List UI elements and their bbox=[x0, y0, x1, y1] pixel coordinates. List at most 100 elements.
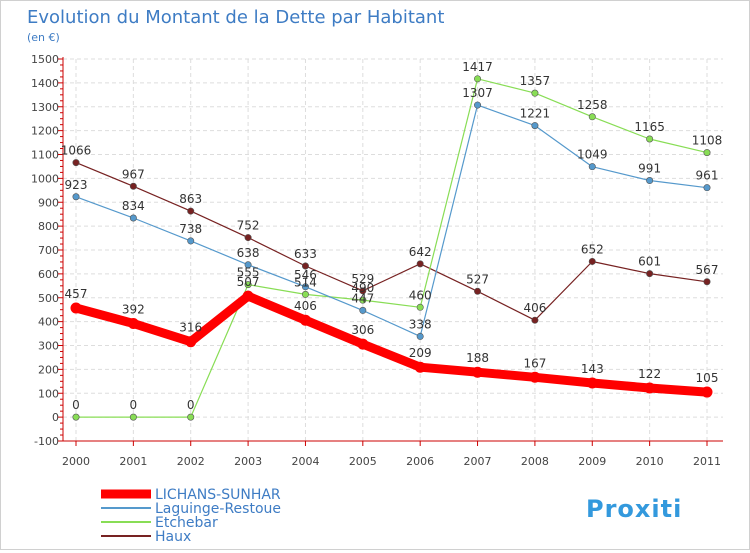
data-label: 490 bbox=[351, 281, 374, 295]
data-label: 642 bbox=[409, 245, 432, 259]
data-point bbox=[187, 413, 195, 421]
data-label: 167 bbox=[523, 356, 546, 370]
series-line-etchebar bbox=[75, 78, 708, 418]
data-label: 1049 bbox=[577, 148, 608, 162]
data-point bbox=[301, 290, 309, 298]
data-point bbox=[357, 338, 369, 350]
data-label: 863 bbox=[179, 192, 202, 206]
x-tick-label: 2005 bbox=[349, 455, 377, 468]
data-point bbox=[588, 113, 596, 121]
grid bbox=[63, 58, 723, 442]
data-point bbox=[646, 177, 654, 185]
data-point bbox=[414, 361, 426, 373]
data-label: 527 bbox=[466, 272, 489, 286]
brand-text: Proxiti bbox=[586, 495, 682, 523]
data-point bbox=[72, 159, 80, 167]
data-point bbox=[244, 261, 252, 269]
y-tick-label: 800 bbox=[38, 220, 59, 233]
data-point bbox=[646, 135, 654, 143]
data-label: 1165 bbox=[634, 120, 665, 134]
data-label: 1357 bbox=[520, 74, 551, 88]
data-point bbox=[703, 149, 711, 157]
data-point bbox=[244, 234, 252, 242]
data-label: 961 bbox=[696, 169, 719, 183]
data-point bbox=[242, 290, 254, 302]
data-point bbox=[701, 386, 713, 398]
data-point bbox=[646, 270, 654, 278]
chart-subtitle: (en €) bbox=[27, 31, 60, 44]
legend-label: Haux bbox=[155, 529, 191, 545]
data-label: 0 bbox=[130, 398, 138, 412]
data-point bbox=[474, 287, 482, 295]
data-point bbox=[185, 336, 197, 348]
data-point bbox=[474, 101, 482, 109]
data-label: 546 bbox=[294, 268, 317, 282]
data-label: 1221 bbox=[520, 107, 551, 121]
data-label: 601 bbox=[638, 255, 661, 269]
data-label: 1258 bbox=[577, 98, 608, 112]
data-label: 188 bbox=[466, 351, 489, 365]
data-point bbox=[129, 182, 137, 190]
data-label: 567 bbox=[696, 263, 719, 277]
data-label: 514 bbox=[294, 275, 317, 289]
data-point bbox=[644, 382, 656, 394]
y-tick-label: 400 bbox=[38, 316, 59, 329]
series-line-lichans-sunhar bbox=[71, 291, 712, 397]
data-point bbox=[72, 193, 80, 201]
data-point bbox=[299, 314, 311, 326]
x-tick-label: 2001 bbox=[119, 455, 147, 468]
data-label: 638 bbox=[237, 246, 260, 260]
data-point bbox=[187, 207, 195, 215]
data-label: 633 bbox=[294, 247, 317, 261]
x-tick-label: 2008 bbox=[521, 455, 549, 468]
x-tick-label: 2002 bbox=[177, 455, 205, 468]
data-point bbox=[127, 318, 139, 330]
x-tick-label: 2009 bbox=[578, 455, 606, 468]
x-tick-label: 2011 bbox=[693, 455, 721, 468]
y-tick-label: 500 bbox=[38, 292, 59, 305]
data-label: 316 bbox=[179, 321, 202, 335]
data-point bbox=[72, 413, 80, 421]
data-label: 209 bbox=[409, 346, 432, 360]
proxiti-logo: Proxiti bbox=[586, 495, 682, 523]
data-point bbox=[70, 302, 82, 314]
data-point bbox=[359, 296, 367, 304]
data-label: 1417 bbox=[462, 60, 493, 74]
y-tick-label: 0 bbox=[52, 411, 59, 424]
data-label: 0 bbox=[187, 398, 195, 412]
data-point bbox=[588, 257, 596, 265]
data-point bbox=[244, 281, 252, 289]
data-label: 738 bbox=[179, 222, 202, 236]
data-label: 507 bbox=[237, 275, 260, 289]
y-tick-label: 200 bbox=[38, 363, 59, 376]
y-tick-label: 600 bbox=[38, 268, 59, 281]
y-tick-label: 1300 bbox=[31, 101, 59, 114]
data-label: 460 bbox=[409, 288, 432, 302]
data-label: 338 bbox=[409, 317, 432, 331]
data-label: 923 bbox=[65, 178, 88, 192]
data-label: 752 bbox=[237, 219, 260, 233]
y-tick-label: 700 bbox=[38, 244, 59, 257]
data-label: 967 bbox=[122, 167, 145, 181]
x-tick-label: 2004 bbox=[291, 455, 319, 468]
y-tick-label: 1100 bbox=[31, 149, 59, 162]
y-tick-label: 300 bbox=[38, 340, 59, 353]
data-label: 406 bbox=[294, 299, 317, 313]
data-point bbox=[588, 163, 596, 171]
legend-label: LICHANS-SUNHAR bbox=[155, 487, 281, 503]
data-point bbox=[531, 89, 539, 97]
data-label: 457 bbox=[65, 287, 88, 301]
data-point bbox=[187, 237, 195, 245]
x-tick-label: 2000 bbox=[62, 455, 90, 468]
data-point bbox=[416, 332, 424, 340]
data-label: 447 bbox=[351, 291, 374, 305]
legend-label: Laguinge-Restoue bbox=[155, 501, 281, 517]
data-label: 991 bbox=[638, 162, 661, 176]
data-point bbox=[129, 214, 137, 222]
y-tick-label: 1500 bbox=[31, 53, 59, 66]
data-point bbox=[472, 366, 484, 378]
data-point bbox=[301, 262, 309, 270]
x-tick-label: 2003 bbox=[234, 455, 262, 468]
data-point bbox=[531, 316, 539, 324]
data-point bbox=[586, 377, 598, 389]
